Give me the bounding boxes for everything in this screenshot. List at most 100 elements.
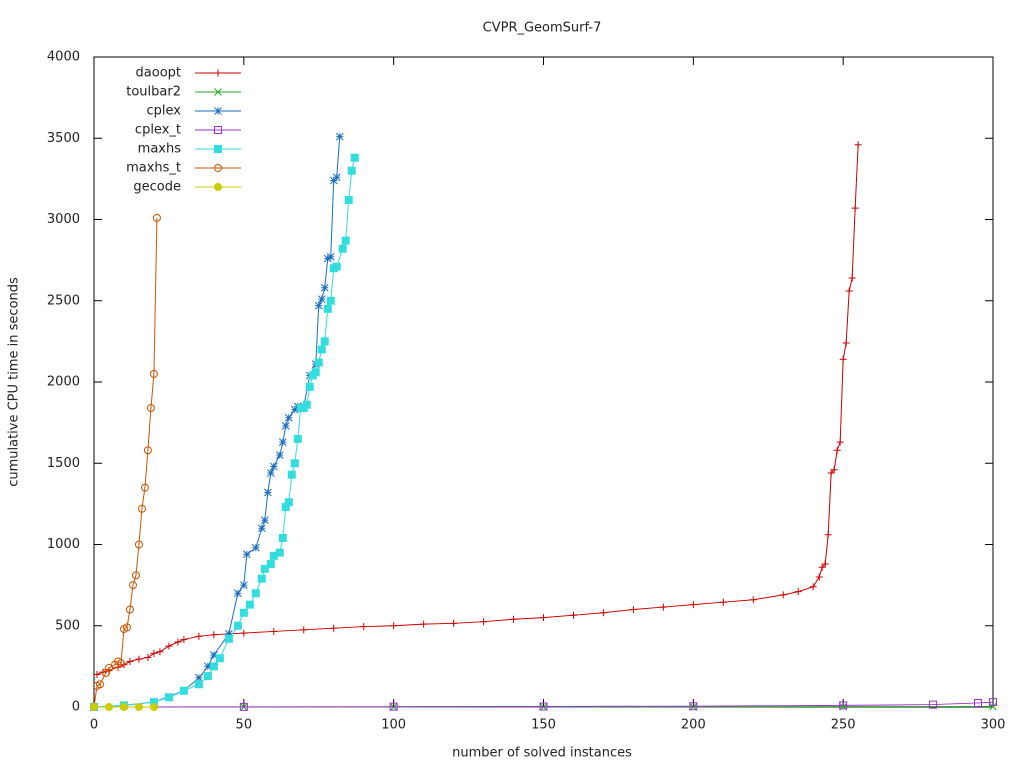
data-point xyxy=(318,346,325,353)
data-point xyxy=(270,463,277,470)
data-point xyxy=(291,460,298,467)
data-point xyxy=(351,154,358,161)
data-point xyxy=(276,549,283,556)
data-point xyxy=(165,643,172,650)
data-point xyxy=(246,601,253,608)
data-point xyxy=(210,663,217,670)
x-tick-label: 200 xyxy=(681,718,706,733)
legend-label: maxhs xyxy=(138,142,182,157)
data-point xyxy=(360,623,367,630)
x-tick-label: 300 xyxy=(981,718,1006,733)
data-point xyxy=(849,275,856,282)
data-point xyxy=(570,612,577,619)
data-point xyxy=(840,356,847,363)
data-point xyxy=(258,525,265,532)
data-point xyxy=(267,561,274,568)
data-point xyxy=(660,604,667,611)
data-point xyxy=(264,489,271,496)
data-point xyxy=(333,263,340,270)
data-point xyxy=(720,599,727,606)
data-point xyxy=(135,704,142,711)
data-point xyxy=(540,614,547,621)
data-point xyxy=(321,338,328,345)
data-point xyxy=(234,622,241,629)
series-line xyxy=(94,137,340,707)
data-point xyxy=(303,401,310,408)
data-point xyxy=(333,174,340,181)
data-point xyxy=(843,340,850,347)
data-point xyxy=(345,197,352,204)
data-point xyxy=(276,452,283,459)
data-point xyxy=(91,704,98,711)
data-point xyxy=(204,673,211,680)
data-point xyxy=(120,704,127,711)
data-point xyxy=(510,616,517,623)
data-point xyxy=(156,648,163,655)
data-point xyxy=(240,630,247,637)
data-point xyxy=(690,601,697,608)
data-point xyxy=(215,108,222,115)
data-point xyxy=(215,146,222,153)
legend-label: cplex_t xyxy=(135,123,181,138)
data-point xyxy=(288,471,295,478)
data-point xyxy=(240,609,247,616)
data-point xyxy=(420,621,427,628)
data-point xyxy=(825,531,832,538)
y-tick-label: 2000 xyxy=(47,375,80,390)
data-point xyxy=(210,631,217,638)
data-point xyxy=(93,671,100,678)
data-point xyxy=(174,639,181,646)
data-point xyxy=(180,636,187,643)
data-point xyxy=(215,70,222,77)
series-line xyxy=(94,158,355,707)
data-point xyxy=(126,658,133,665)
data-point xyxy=(600,609,607,616)
data-point xyxy=(258,575,265,582)
x-tick-label: 250 xyxy=(831,718,856,733)
legend-label: toulbar2 xyxy=(126,85,181,100)
data-point xyxy=(330,625,337,632)
data-point xyxy=(342,237,349,244)
y-tick-label: 3000 xyxy=(47,212,80,227)
data-point xyxy=(306,383,313,390)
data-point xyxy=(144,654,151,661)
data-point xyxy=(315,302,322,309)
data-point xyxy=(327,297,334,304)
x-tick-label: 50 xyxy=(236,718,253,733)
data-point xyxy=(630,606,637,613)
y-axis-label: cumulative CPU time in seconds xyxy=(7,277,22,487)
data-point xyxy=(321,284,328,291)
data-point xyxy=(165,694,172,701)
x-tick-label: 100 xyxy=(381,718,406,733)
data-point xyxy=(834,447,841,454)
y-tick-label: 0 xyxy=(72,700,80,715)
data-point xyxy=(837,439,844,446)
series-line xyxy=(97,145,858,675)
data-point xyxy=(294,435,301,442)
data-point xyxy=(855,141,862,148)
data-point xyxy=(450,620,457,627)
data-point xyxy=(195,674,202,681)
data-point xyxy=(318,296,325,303)
legend-label: cplex xyxy=(147,104,182,119)
data-point xyxy=(327,253,334,260)
data-point xyxy=(390,622,397,629)
data-point xyxy=(846,288,853,295)
data-point xyxy=(324,305,331,312)
data-point xyxy=(312,369,319,376)
x-tick-label: 150 xyxy=(531,718,556,733)
data-point xyxy=(339,245,346,252)
data-point xyxy=(852,205,859,212)
data-point xyxy=(180,687,187,694)
data-point xyxy=(282,422,289,429)
data-point xyxy=(795,588,802,595)
data-point xyxy=(135,656,142,663)
y-tick-label: 2500 xyxy=(47,293,80,308)
data-point xyxy=(105,704,112,711)
y-tick-label: 4000 xyxy=(47,50,80,65)
data-point xyxy=(243,551,250,558)
data-point xyxy=(195,633,202,640)
data-point xyxy=(150,650,157,657)
data-point xyxy=(195,681,202,688)
